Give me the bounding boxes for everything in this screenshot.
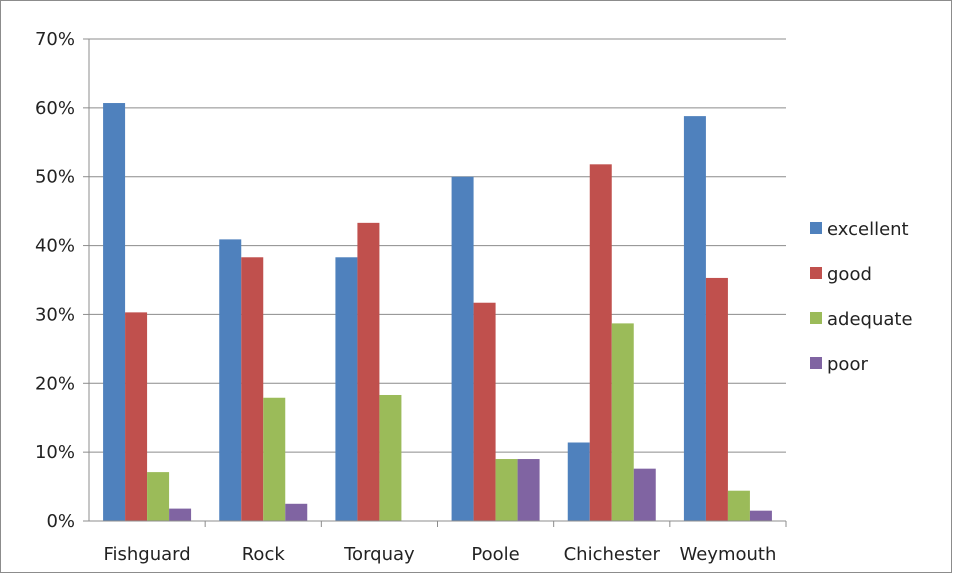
x-tick-label: Chichester [564,544,661,565]
bar-adequate-torquay [379,394,402,521]
x-tick-labels: Fishguard Rock Torquay Poole Chichester Weymo… [103,544,776,565]
x-tick-label: Fishguard [103,544,190,565]
bar-poor-weymouth [749,510,772,521]
bar-excellent-chichester [567,442,590,521]
bar-adequate-rock [263,397,286,521]
bar-adequate-weymouth [727,490,750,521]
x-tick-label: Weymouth [679,544,776,565]
bar-adequate-chichester [611,323,634,521]
legend: excellent good adequate poor [810,219,913,375]
legend-label-adequate: adequate [827,309,913,330]
bar-good-rock [241,257,264,521]
bar-good-poole [473,302,496,521]
bar-poor-rock [285,503,308,521]
bar-excellent-torquay [335,257,358,521]
bar-poor-fishguard [169,508,192,521]
y-tick-label: 70% [35,29,75,50]
y-tick-label: 50% [35,167,75,188]
y-tick-labels: 0% 10% 20% 30% 40% 50% 60% 70% [35,29,75,532]
bar-adequate-fishguard [147,472,170,521]
bars [103,103,772,522]
legend-label-poor: poor [827,354,868,375]
bar-poor-poole [517,459,540,521]
bar-good-fishguard [125,312,148,521]
legend-swatch-adequate [810,312,822,324]
legend-swatch-good [810,267,822,279]
bar-excellent-weymouth [683,116,706,522]
y-tick-label: 60% [35,98,75,119]
y-tick-label: 20% [35,373,75,394]
bar-good-weymouth [705,277,728,521]
y-tick-label: 10% [35,442,75,463]
x-tick-label: Rock [242,544,286,565]
axes [83,38,787,527]
gridlines [89,38,786,453]
legend-swatch-excellent [810,222,822,234]
bar-excellent-rock [219,239,242,522]
bar-excellent-fishguard [103,103,126,521]
x-tick-label: Torquay [343,544,415,565]
x-tick-label: Poole [471,544,519,565]
bar-good-torquay [357,222,380,521]
bar-poor-chichester [633,468,656,521]
y-tick-label: 40% [35,236,75,257]
y-tick-label: 30% [35,304,75,325]
y-tick-label: 0% [46,511,75,532]
legend-label-excellent: excellent [827,219,909,240]
legend-label-good: good [827,264,872,285]
bar-excellent-poole [451,176,474,521]
legend-swatch-poor [810,357,822,369]
bar-good-chichester [589,164,612,521]
bar-adequate-poole [495,459,518,521]
